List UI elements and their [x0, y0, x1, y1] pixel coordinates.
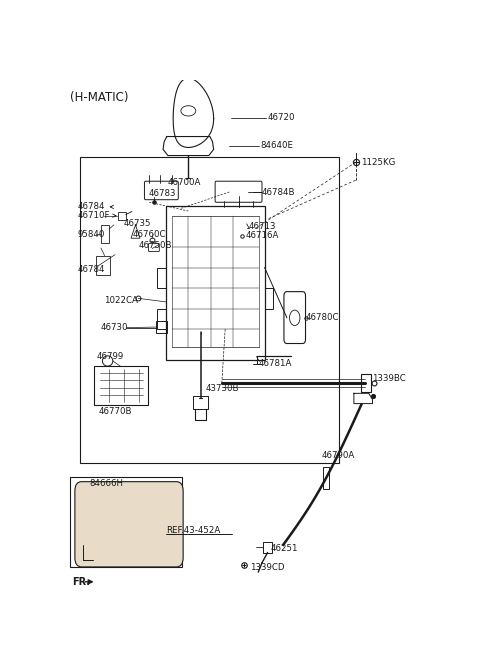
Text: 46716A: 46716A	[245, 231, 278, 240]
Bar	[81, 157, 339, 463]
Text: 1339CD: 1339CD	[250, 564, 284, 572]
FancyBboxPatch shape	[75, 482, 183, 567]
Text: 46713: 46713	[249, 222, 276, 231]
Text: (H-MATIC): (H-MATIC)	[71, 91, 129, 104]
Text: 46700A: 46700A	[168, 178, 201, 187]
Bar	[166, 206, 264, 360]
Text: 46790A: 46790A	[321, 452, 354, 460]
Text: 84640E: 84640E	[261, 141, 293, 150]
Text: 46770B: 46770B	[99, 407, 132, 416]
Text: 46784: 46784	[78, 265, 105, 273]
Bar	[156, 309, 166, 329]
Bar	[156, 321, 167, 333]
Bar	[156, 267, 166, 288]
Text: 95840: 95840	[78, 229, 105, 239]
Text: 46780C: 46780C	[305, 313, 339, 322]
Bar	[264, 288, 273, 309]
Bar	[94, 366, 148, 405]
Text: 1125KG: 1125KG	[360, 157, 395, 167]
Text: 1022CA: 1022CA	[104, 296, 138, 305]
Bar	[263, 542, 272, 552]
Text: 46783: 46783	[148, 189, 176, 197]
Text: 84666H: 84666H	[89, 479, 123, 488]
Text: 46735: 46735	[124, 219, 152, 228]
Text: 46730: 46730	[100, 323, 128, 332]
Text: 46784B: 46784B	[262, 187, 295, 197]
Bar	[360, 374, 371, 392]
Bar	[96, 255, 110, 275]
Text: 46750B: 46750B	[138, 241, 172, 250]
Bar	[101, 225, 109, 243]
Text: 46781A: 46781A	[259, 359, 292, 368]
Text: 1339BC: 1339BC	[372, 374, 406, 384]
Text: FR.: FR.	[72, 577, 90, 587]
Text: 46710F: 46710F	[78, 211, 110, 220]
Bar	[193, 396, 208, 409]
Bar	[118, 211, 126, 219]
Text: 46251: 46251	[271, 544, 298, 553]
Text: 46760C: 46760C	[132, 229, 166, 239]
Text: 43730B: 43730B	[205, 384, 239, 393]
Text: 46784: 46784	[78, 202, 105, 211]
Bar	[323, 467, 329, 489]
Text: 46799: 46799	[96, 352, 124, 361]
Text: REF.43-452A: REF.43-452A	[167, 526, 221, 536]
Bar	[71, 477, 182, 567]
Text: 46720: 46720	[267, 113, 295, 122]
